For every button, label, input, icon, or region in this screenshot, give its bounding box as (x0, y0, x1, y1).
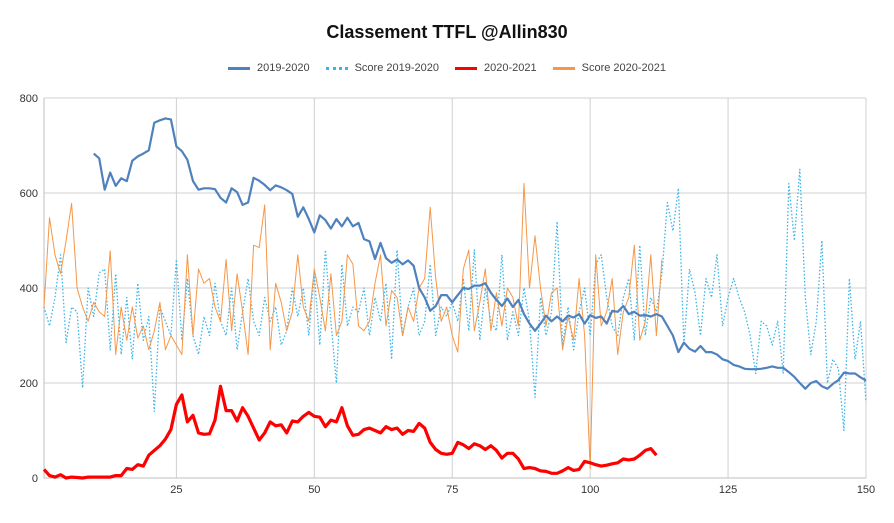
legend-item: 2019-2020 (227, 62, 310, 74)
x-tick-label: 125 (719, 484, 737, 496)
legend-item: Score 2019-2020 (325, 62, 439, 74)
y-tick-label: 800 (20, 93, 38, 105)
x-tick-label: 150 (857, 484, 875, 496)
chart-title: Classement TTFL @Allin830 (326, 22, 568, 42)
x-tick-label: 50 (308, 484, 320, 496)
y-tick-label: 0 (32, 473, 38, 485)
legend-swatch (552, 66, 575, 70)
x-tick-label: 100 (581, 484, 599, 496)
x-tick-label: 75 (446, 484, 458, 496)
legend-swatch (227, 66, 250, 70)
legend-label: 2020-2021 (484, 62, 537, 74)
series-line-0 (92, 117, 867, 390)
y-tick-label: 400 (20, 283, 38, 295)
y-tick-label: 600 (20, 188, 38, 200)
legend-swatch (325, 66, 348, 70)
legend-swatch (455, 66, 477, 70)
legend-label: Score 2020-2021 (581, 62, 667, 74)
series-line-3 (43, 183, 663, 469)
legend-label: Score 2019-2020 (354, 62, 439, 74)
y-tick-label: 200 (20, 378, 38, 390)
legend-item: 2020-2021 (455, 62, 537, 74)
legend: 2019-2020 Score 2019-2020 2020-2021 Score 2… (0, 62, 894, 74)
series-line-2 (42, 384, 658, 480)
x-tick-label: 25 (170, 484, 182, 496)
legend-label: 2019-2020 (256, 62, 310, 74)
legend-item: Score 2020-2021 (552, 62, 667, 74)
